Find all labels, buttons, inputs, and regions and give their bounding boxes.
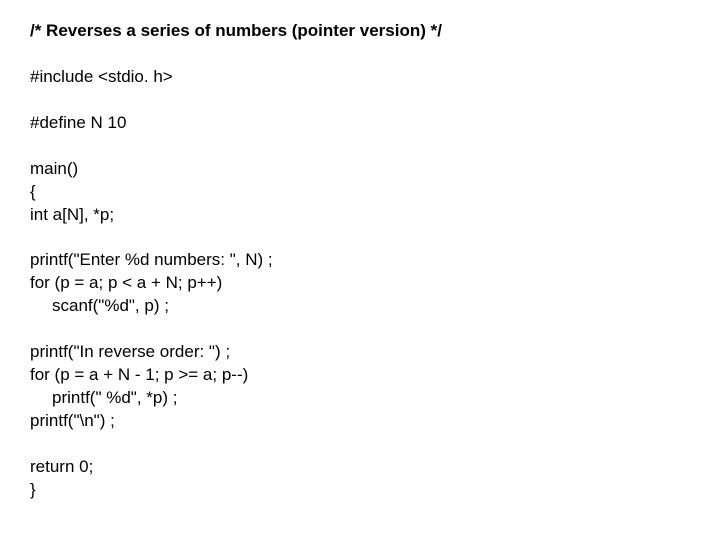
printf-newline: printf("\n") ;: [30, 410, 690, 433]
blank-line: [30, 433, 690, 456]
close-brace: }: [30, 479, 690, 502]
for-print: for (p = a + N - 1; p >= a; p--): [30, 364, 690, 387]
printf-enter: printf("Enter %d numbers: ", N) ;: [30, 249, 690, 272]
blank-line: [30, 318, 690, 341]
code-listing: /* Reverses a series of numbers (pointer…: [0, 0, 720, 522]
printf-reverse: printf("In reverse order: ") ;: [30, 341, 690, 364]
blank-line: [30, 43, 690, 66]
blank-line: [30, 89, 690, 112]
include-line: #include <stdio. h>: [30, 66, 690, 89]
main-line: main(): [30, 158, 690, 181]
define-line: #define N 10: [30, 112, 690, 135]
scanf-line: scanf("%d", p) ;: [30, 295, 690, 318]
return-line: return 0;: [30, 456, 690, 479]
blank-line: [30, 135, 690, 158]
blank-line: [30, 226, 690, 249]
open-brace: {: [30, 181, 690, 204]
for-read: for (p = a; p < a + N; p++): [30, 272, 690, 295]
printf-val: printf(" %d", *p) ;: [30, 387, 690, 410]
decl-line: int a[N], *p;: [30, 204, 690, 227]
comment-line: /* Reverses a series of numbers (pointer…: [30, 20, 690, 43]
